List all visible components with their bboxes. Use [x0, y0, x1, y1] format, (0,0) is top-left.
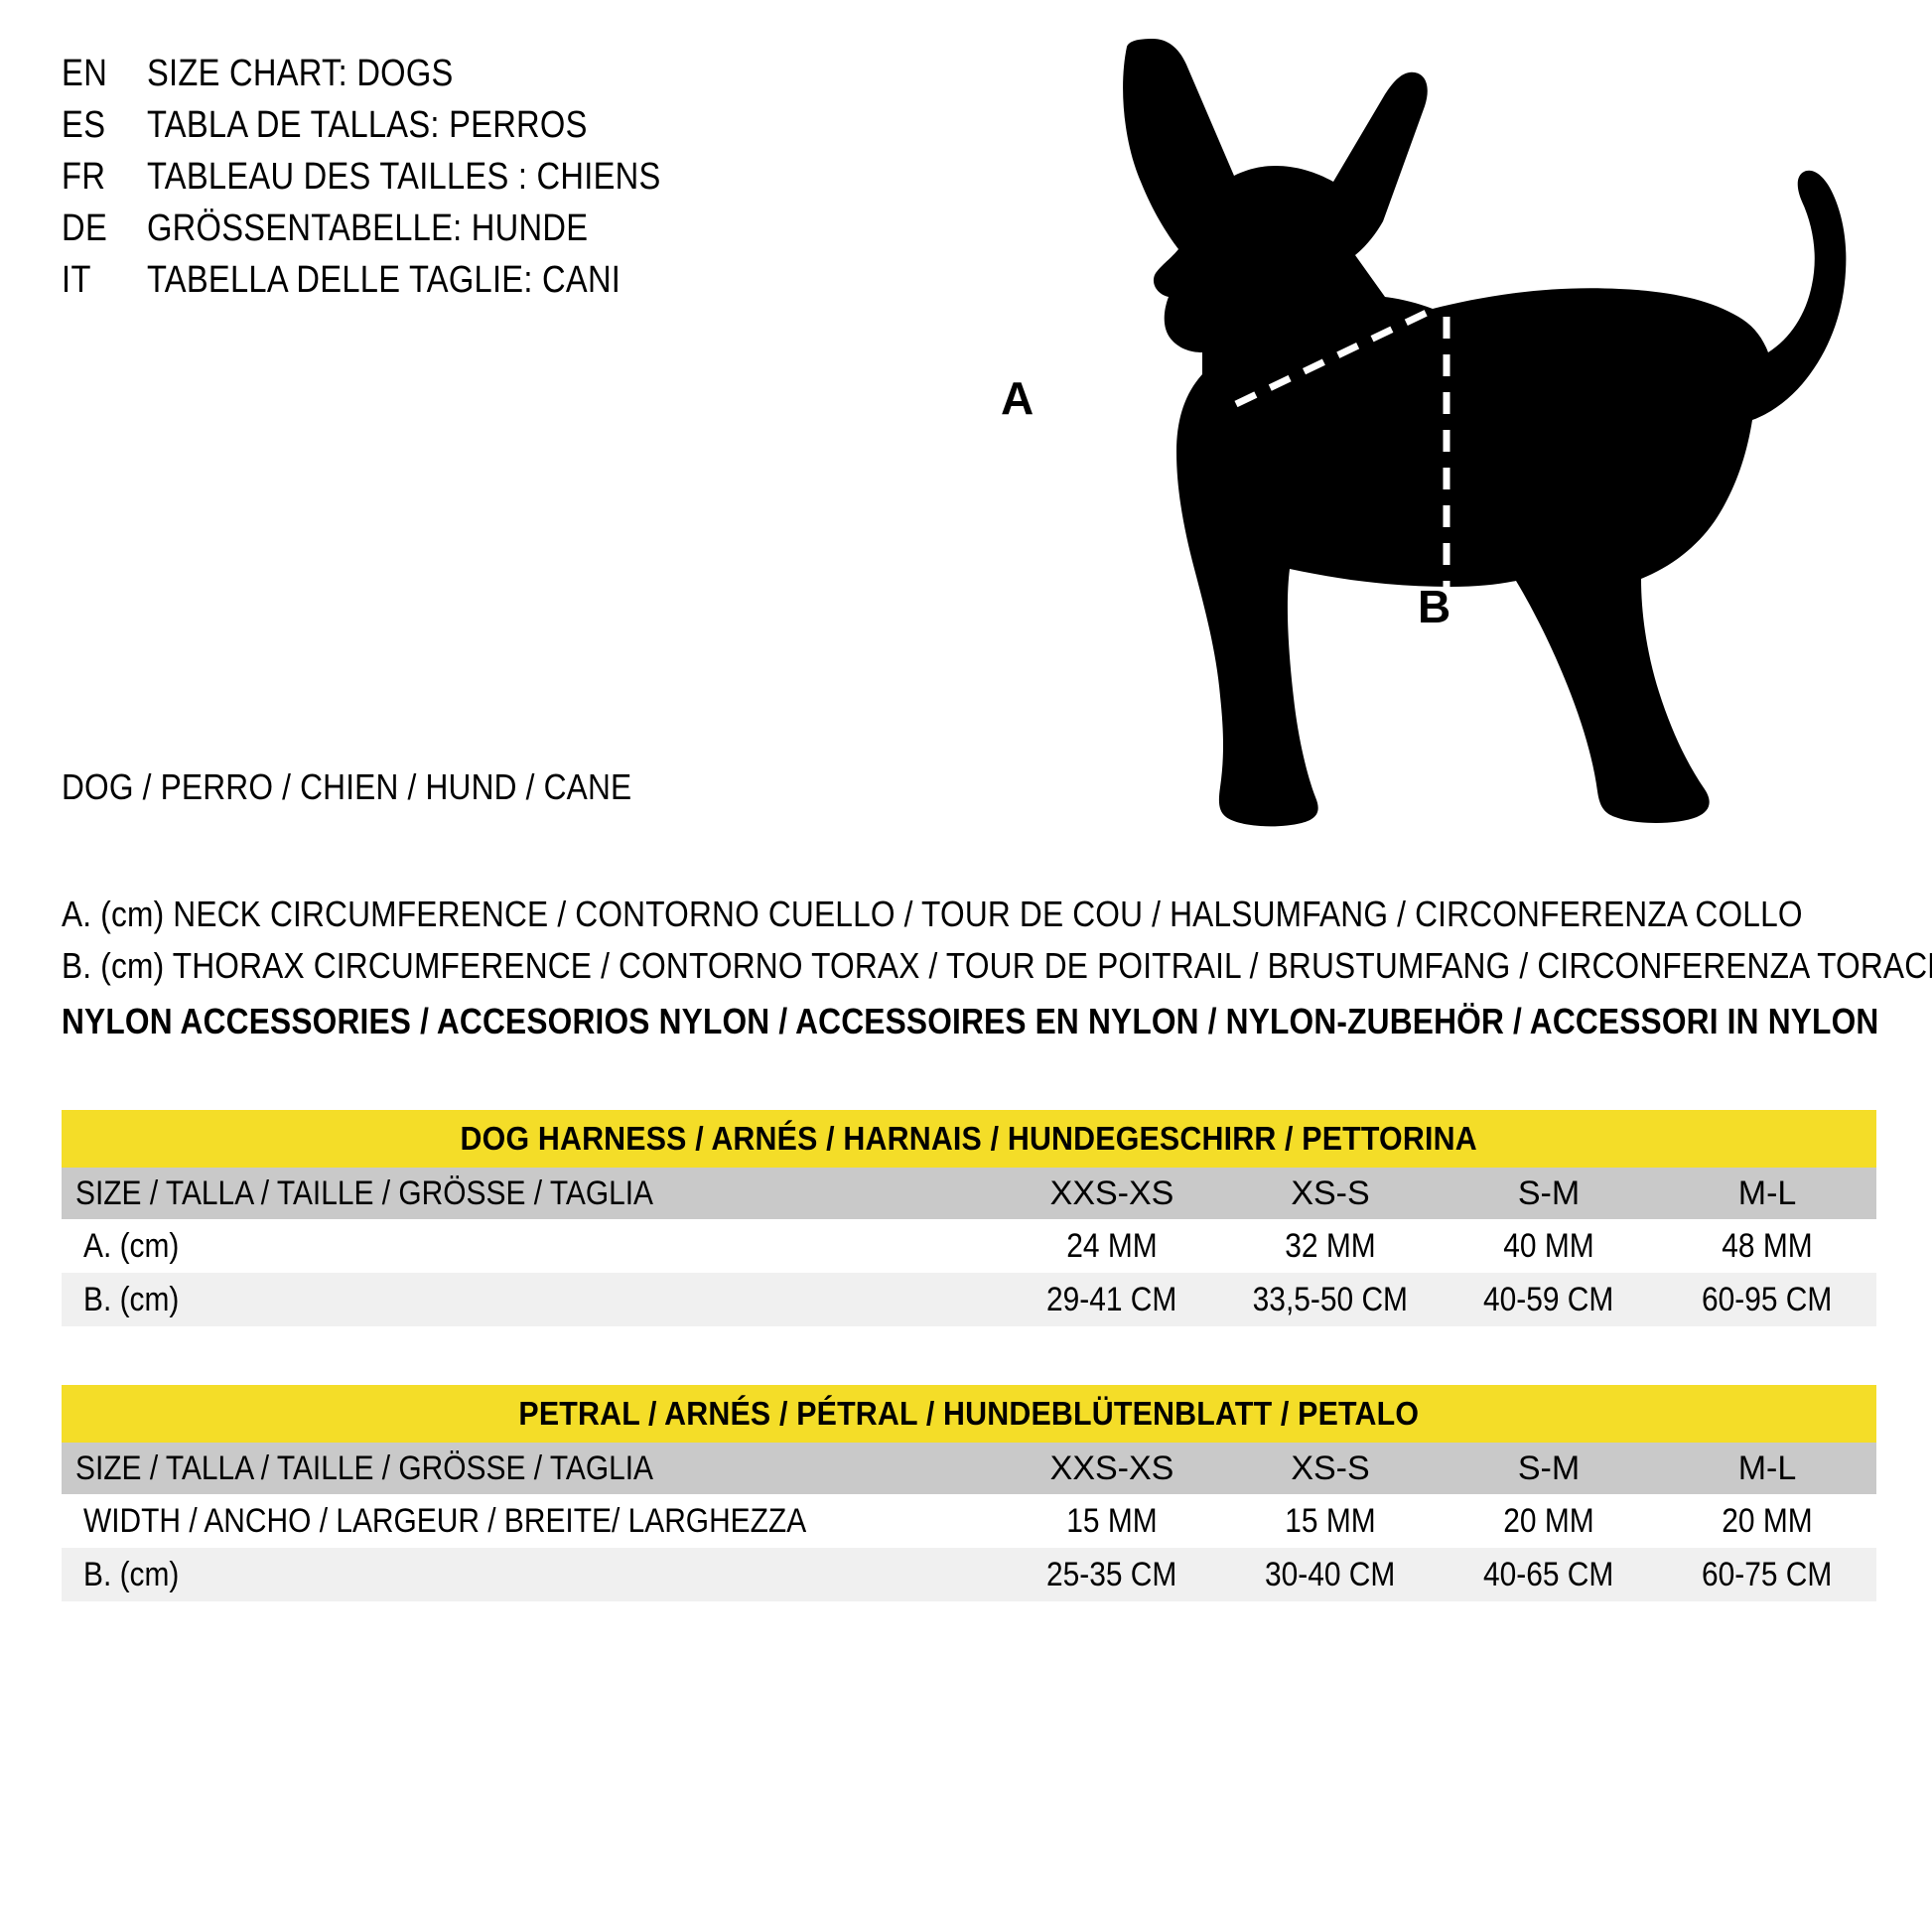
row-label-cell: A. (cm) — [62, 1219, 1003, 1273]
row-value-text: 15 MM — [1285, 1501, 1376, 1540]
row-value-text: 20 MM — [1722, 1501, 1813, 1540]
row-value-text: 25-35 CM — [1046, 1555, 1177, 1593]
measurement-b-caption: B. (cm) THORAX CIRCUMFERENCE / CONTORNO … — [62, 945, 1932, 986]
dimension-label-b: B — [1418, 581, 1451, 632]
row-value-text: 60-95 CM — [1702, 1280, 1833, 1318]
row-value-cell: 60-95 CM — [1658, 1273, 1877, 1326]
row-value-cell: 60-75 CM — [1658, 1548, 1877, 1601]
language-code-es: ES — [62, 104, 106, 146]
size-column-header-2: XS-S — [1221, 1443, 1440, 1494]
row-value-cell: 20 MM — [1440, 1494, 1658, 1548]
row-value-cell: 48 MM — [1658, 1219, 1877, 1273]
row-value-cell: 40 MM — [1440, 1219, 1658, 1273]
row-value-text: 20 MM — [1503, 1501, 1594, 1540]
language-row-fr: FR TABLEAU DES TAILLES : CHIENS — [62, 151, 955, 203]
row-value-text: 40 MM — [1503, 1226, 1594, 1265]
language-row-es: ES TABLA DE TALLAS: PERROS — [62, 99, 955, 151]
language-text-fr: TABLEAU DES TAILLES : CHIENS — [147, 156, 661, 198]
language-title-block: EN SIZE CHART: DOGS ES TABLA DE TALLAS: … — [62, 48, 955, 306]
dog-silhouette-shape — [1123, 39, 1847, 827]
row-value-text: 40-59 CM — [1483, 1280, 1614, 1318]
row-value-cell: 32 MM — [1221, 1219, 1440, 1273]
row-value-text: 15 MM — [1066, 1501, 1158, 1540]
row-label-text: B. (cm) — [83, 1555, 180, 1593]
size-label-text: SIZE / TALLA / TAILLE / GRÖSSE / TAGLIA — [75, 1173, 654, 1212]
dog-harness-title-cell: DOG HARNESS / ARNÉS / HARNAIS / HUNDEGES… — [62, 1110, 1877, 1168]
table-row: B. (cm) 25-35 CM 30-40 CM 40-65 CM 60-75… — [62, 1548, 1877, 1601]
row-value-text: 40-65 CM — [1483, 1555, 1614, 1593]
language-code-en: EN — [62, 53, 108, 94]
row-label-text: WIDTH / ANCHO / LARGEUR / BREITE/ LARGHE… — [83, 1501, 807, 1540]
size-column-header-4: M-L — [1658, 1443, 1877, 1494]
dog-harness-size-table: DOG HARNESS / ARNÉS / HARNAIS / HUNDEGES… — [62, 1110, 1877, 1326]
language-code-it: IT — [62, 259, 91, 301]
size-column-header-3: S-M — [1440, 1168, 1658, 1219]
row-value-cell: 15 MM — [1221, 1494, 1440, 1548]
table-title-row: PETRAL / ARNÉS / PÉTRAL / HUNDEBLÜTENBLA… — [62, 1385, 1877, 1443]
row-value-text: 29-41 CM — [1046, 1280, 1177, 1318]
language-text-de: GRÖSSENTABELLE: HUNDE — [147, 207, 589, 249]
dog-languages-caption: DOG / PERRO / CHIEN / HUND / CANE — [62, 766, 632, 807]
row-value-text: 48 MM — [1722, 1226, 1813, 1265]
language-code-de: DE — [62, 207, 108, 249]
row-value-cell: 40-65 CM — [1440, 1548, 1658, 1601]
size-column-header-4: M-L — [1658, 1168, 1877, 1219]
dog-harness-title-text: DOG HARNESS / ARNÉS / HARNAIS / HUNDEGES… — [460, 1120, 1478, 1157]
size-column-header-1: XXS-XS — [1003, 1168, 1221, 1219]
petral-title-cell: PETRAL / ARNÉS / PÉTRAL / HUNDEBLÜTENBLA… — [62, 1385, 1877, 1443]
row-value-text: 32 MM — [1285, 1226, 1376, 1265]
row-value-cell: 30-40 CM — [1221, 1548, 1440, 1601]
size-column-header-3: S-M — [1440, 1443, 1658, 1494]
table-row: A. (cm) 24 MM 32 MM 40 MM 48 MM — [62, 1219, 1877, 1273]
dog-illustration — [1067, 25, 1921, 859]
row-label-text: B. (cm) — [83, 1280, 180, 1318]
table-row: B. (cm) 29-41 CM 33,5-50 CM 40-59 CM 60-… — [62, 1273, 1877, 1326]
row-value-cell: 24 MM — [1003, 1219, 1221, 1273]
row-value-cell: 29-41 CM — [1003, 1273, 1221, 1326]
language-text-es: TABLA DE TALLAS: PERROS — [147, 104, 588, 146]
language-text-it: TABELLA DELLE TAGLIE: CANI — [147, 259, 621, 301]
nylon-accessories-heading: NYLON ACCESSORIES / ACCESORIOS NYLON / A… — [62, 1001, 1879, 1041]
row-label-cell: B. (cm) — [62, 1548, 1003, 1601]
row-value-cell: 15 MM — [1003, 1494, 1221, 1548]
row-value-text: 60-75 CM — [1702, 1555, 1833, 1593]
size-label-cell: SIZE / TALLA / TAILLE / GRÖSSE / TAGLIA — [62, 1443, 1003, 1494]
size-label-text: SIZE / TALLA / TAILLE / GRÖSSE / TAGLIA — [75, 1449, 654, 1487]
table-row: WIDTH / ANCHO / LARGEUR / BREITE/ LARGHE… — [62, 1494, 1877, 1548]
row-value-text: 30-40 CM — [1265, 1555, 1396, 1593]
table-title-row: DOG HARNESS / ARNÉS / HARNAIS / HUNDEGES… — [62, 1110, 1877, 1168]
dimension-label-a: A — [1001, 372, 1035, 424]
row-value-cell: 20 MM — [1658, 1494, 1877, 1548]
row-value-cell: 25-35 CM — [1003, 1548, 1221, 1601]
size-column-header-1: XXS-XS — [1003, 1443, 1221, 1494]
table-header-row: SIZE / TALLA / TAILLE / GRÖSSE / TAGLIA … — [62, 1168, 1877, 1219]
row-label-cell: WIDTH / ANCHO / LARGEUR / BREITE/ LARGHE… — [62, 1494, 1003, 1548]
language-text-en: SIZE CHART: DOGS — [147, 53, 454, 94]
language-row-en: EN SIZE CHART: DOGS — [62, 48, 955, 99]
language-row-it: IT TABELLA DELLE TAGLIE: CANI — [62, 254, 955, 306]
petral-title-text: PETRAL / ARNÉS / PÉTRAL / HUNDEBLÜTENBLA… — [518, 1395, 1420, 1432]
row-value-text: 24 MM — [1066, 1226, 1158, 1265]
language-code-fr: FR — [62, 156, 106, 198]
row-label-text: A. (cm) — [83, 1226, 180, 1265]
table-header-row: SIZE / TALLA / TAILLE / GRÖSSE / TAGLIA … — [62, 1443, 1877, 1494]
size-label-cell: SIZE / TALLA / TAILLE / GRÖSSE / TAGLIA — [62, 1168, 1003, 1219]
size-column-header-2: XS-S — [1221, 1168, 1440, 1219]
row-label-cell: B. (cm) — [62, 1273, 1003, 1326]
row-value-cell: 40-59 CM — [1440, 1273, 1658, 1326]
language-row-de: DE GRÖSSENTABELLE: HUNDE — [62, 203, 955, 254]
measurement-a-caption: A. (cm) NECK CIRCUMFERENCE / CONTORNO CU… — [62, 894, 1803, 934]
row-value-cell: 33,5-50 CM — [1221, 1273, 1440, 1326]
petral-size-table: PETRAL / ARNÉS / PÉTRAL / HUNDEBLÜTENBLA… — [62, 1385, 1877, 1601]
row-value-text: 33,5-50 CM — [1252, 1280, 1409, 1318]
